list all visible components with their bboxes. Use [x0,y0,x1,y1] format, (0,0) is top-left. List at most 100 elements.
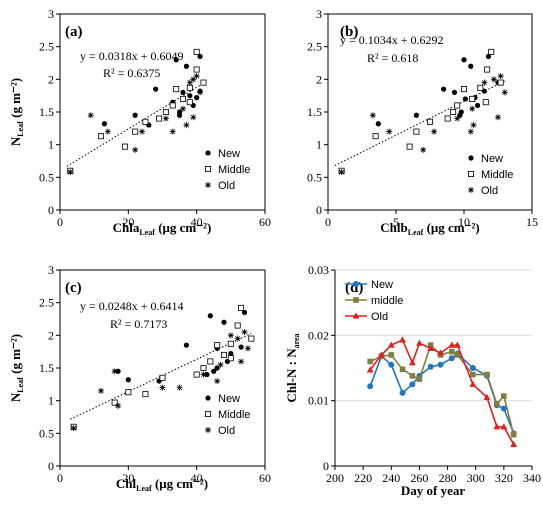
data-point [186,99,193,106]
r-squared: R² = 0.6375 [103,66,160,80]
y-axis-title: NLeaf (g m⁻²) [8,334,25,402]
data-point [227,340,234,347]
x-axis-title-unit: (μg cm⁻²) [152,476,208,491]
x-tick-label: 340 [523,471,541,485]
data-point [115,402,122,409]
data-point [469,105,476,112]
series-new [367,350,517,437]
series-old [67,73,204,176]
data-point [183,122,190,129]
x-tick-label: 60 [259,471,271,485]
x-axis-title-main: Chlb [380,220,407,235]
data-point [241,309,248,316]
data-point [179,95,186,102]
data-point [197,89,204,96]
data-point [426,118,433,125]
data-point [153,86,159,92]
series-middle [338,48,504,174]
data-point [468,63,474,69]
data-point [481,79,488,86]
y-tick-label: 0.5 [307,170,322,184]
data-point [388,352,395,358]
y-axis-title-main: Chl-N : N [284,348,299,403]
data-point [125,389,132,396]
legend-label-middle: middle [371,295,403,307]
panel-label: (c) [65,280,82,296]
trend-line [334,80,506,166]
data-point [448,355,455,362]
data-point [200,79,207,86]
data-point [441,86,447,92]
data-point [159,374,166,381]
y-axis-title-main: N [8,392,23,402]
data-point [132,128,139,135]
data-point [183,342,190,348]
data-point [238,358,245,365]
data-point [104,128,111,135]
data-point [180,89,186,95]
data-point [244,345,251,352]
legend-marker-old [468,187,474,193]
panel-label: (a) [65,24,83,40]
data-point [214,378,221,385]
data-point [142,118,149,125]
x-axis-title-main: Day of year [401,483,465,498]
data-point [454,341,461,348]
data-point [162,115,169,122]
legend-label-old: Old [218,425,235,437]
data-point [367,383,374,390]
data-point [493,423,501,430]
data-point [193,48,200,55]
r-squared: R² = 0.618 [367,51,418,65]
data-point [454,115,461,122]
legend-marker-middle [467,170,474,177]
x-axis-title: ChlaLeaf (μg cm⁻²) [113,220,212,237]
data-point [386,128,393,135]
y-tick-label: 0.01 [308,394,329,408]
data-point [98,133,105,140]
y-tick-label: 2.5 [39,296,54,310]
r-squared: R² = 0.7173 [110,317,167,331]
x-tick-label: 200 [326,471,344,485]
data-point [204,371,210,378]
data-point [500,405,507,412]
panel-b: 0 5 10 15 0 0.5 1 1.5 2 2.5 3 ChlbLeaf (μg cm⁻²) (b)… [307,7,538,237]
y-tick-label: 3 [48,263,54,277]
series-middle [70,304,255,430]
data-point [495,114,501,121]
data-point [437,349,444,356]
y-tick-label: 0.5 [39,426,54,440]
data-point [409,381,416,388]
data-point [132,112,138,118]
data-point [437,361,444,368]
data-point [467,128,474,135]
x-tick-label: 10 [458,215,470,229]
data-point [101,121,108,127]
data-point [200,371,207,378]
data-point [450,109,457,116]
data-point [460,86,467,93]
y-tick-label: 3 [316,7,322,21]
data-point [510,440,518,448]
data-point [217,361,224,368]
data-point [221,319,227,325]
data-point [115,368,121,374]
legend-marker-new [205,150,211,156]
data-point [501,393,507,399]
x-tick-label: 320 [495,471,513,485]
y-axis-title-sub: Leaf [16,121,25,137]
series-old [366,336,518,448]
data-point [248,335,255,342]
data-point [490,76,497,83]
x-axis-title-sub: Leaf [136,484,152,493]
legend-marker-old [205,427,211,433]
y-tick-label: 0.02 [308,328,329,342]
data-point [469,380,477,387]
data-point [186,84,193,91]
data-point [132,146,139,153]
y-tick-label: 3 [48,7,54,21]
legend-label-old: Old [371,311,388,323]
data-point [431,128,438,135]
y-tick-label: 0 [316,203,322,217]
data-point [416,339,423,346]
